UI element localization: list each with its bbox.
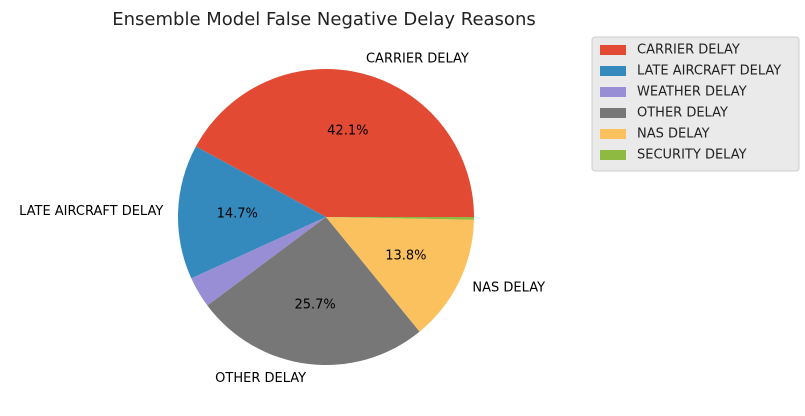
pie-outer-labels: CARRIER DELAY LATE AIRCRAFT DELAY OTHER DE… [19,52,545,386]
pie-pct-label-late-aircraft-delay: 14.7% [217,206,258,221]
pie-outer-label-late-aircraft-delay: LATE AIRCRAFT DELAY [19,204,163,219]
legend-swatch-late-aircraft-delay [600,66,626,76]
legend-swatch-security-delay [600,150,626,160]
legend-label-weather-delay: WEATHER DELAY [637,85,747,100]
legend-swatch-other-delay [600,108,626,118]
pie-slice-late-aircraft-delay [178,146,326,279]
legend-frame [591,36,800,172]
pie-slice-weather-delay [191,217,326,306]
pie-pct-label-carrier-delay: 42.1% [327,123,368,138]
pie-slice-other-delay [207,217,420,366]
legend-swatch-weather-delay [600,87,626,97]
legend-swatch-carrier-delay [600,45,626,55]
legend-label-nas-delay: NAS DELAY [637,127,710,142]
pie-slice-nas-delay [326,217,474,332]
pie-slice-security-delay [326,217,474,220]
pie-slices [178,69,474,366]
chart-title: Ensemble Model False Negative Delay Reas… [112,9,535,30]
pie-outer-label-other-delay: OTHER DELAY [215,371,306,386]
pie-pct-label-other-delay: 25.7% [294,298,335,313]
pie-outer-label-carrier-delay: CARRIER DELAY [366,52,469,67]
legend-label-other-delay: OTHER DELAY [637,106,728,121]
pie-percent-labels: 42.1% 14.7% 25.7% 13.8% [217,123,427,312]
legend-swatch-nas-delay [600,129,626,139]
legend-label-late-aircraft-delay: LATE AIRCRAFT DELAY [637,64,781,79]
pie-outer-label-nas-delay: NAS DELAY [472,281,545,296]
pie-pct-label-nas-delay: 13.8% [385,248,426,263]
legend: CARRIER DELAY LATE AIRCRAFT DELAY WEATHER … [591,36,800,172]
legend-label-carrier-delay: CARRIER DELAY [637,43,740,58]
legend-label-security-delay: SECURITY DELAY [637,148,747,163]
pie-slice-carrier-delay [195,69,474,217]
